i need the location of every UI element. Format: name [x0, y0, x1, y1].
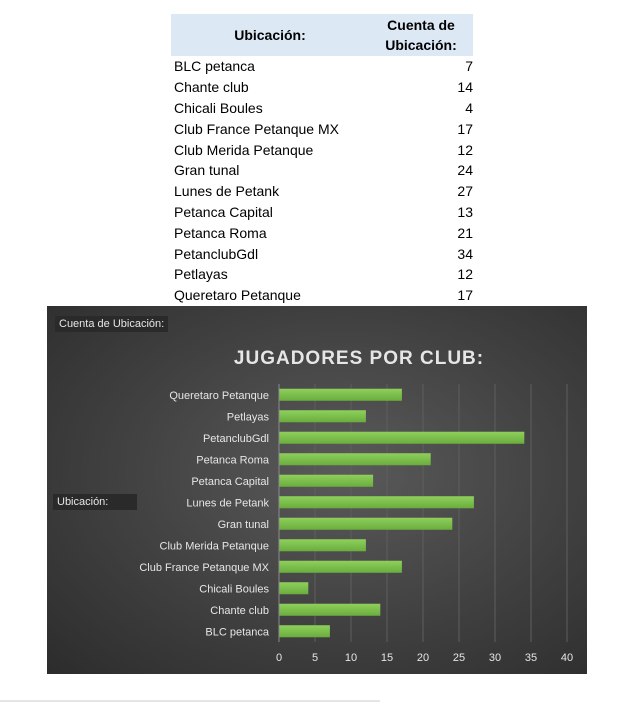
table-row[interactable]: Petlayas 12 — [171, 264, 473, 285]
table-row[interactable]: Gran tunal 24 — [171, 160, 473, 181]
table-row[interactable]: Club France Petanque MX 17 — [171, 118, 473, 139]
bar-chart[interactable]: Cuenta de Ubicación: Ubicación: JUGADORE… — [47, 306, 587, 674]
x-tick-label: 35 — [525, 652, 537, 664]
bar — [279, 474, 374, 487]
row-count: 34 — [457, 245, 473, 262]
x-tick-label: 40 — [561, 652, 573, 664]
row-count: 27 — [457, 183, 473, 200]
row-location: Petanca Capital — [174, 203, 273, 220]
row-location: Queretaro Petanque — [174, 287, 301, 304]
row-count: 17 — [457, 287, 473, 304]
bar — [279, 517, 453, 530]
table-row[interactable]: Petanca Capital 13 — [171, 202, 473, 223]
x-tick-label: 5 — [312, 652, 318, 664]
row-location: Club Merida Petanque — [174, 141, 314, 158]
x-tick-label: 0 — [276, 652, 282, 664]
table-row[interactable]: Petanca Roma 21 — [171, 222, 473, 243]
row-location: PetanclubGdl — [174, 245, 259, 262]
bar — [279, 539, 366, 552]
x-tick-label: 25 — [453, 652, 465, 664]
category-label: Club Merida Petanque — [160, 540, 269, 552]
row-location: Lunes de Petank — [174, 183, 280, 200]
pivot-table: Ubicación: Cuenta de Ubicación: BLC peta… — [171, 14, 473, 306]
row-count: 4 — [465, 99, 473, 116]
table-row[interactable]: Lunes de Petank 27 — [171, 181, 473, 202]
table-row[interactable]: Chante club 14 — [171, 77, 473, 98]
axis-field-tag[interactable]: Ubicación: — [53, 494, 137, 510]
bar — [279, 625, 330, 638]
row-location: BLC petanca — [174, 58, 255, 75]
bar — [279, 431, 525, 444]
row-location: Club France Petanque MX — [174, 120, 339, 137]
table-row[interactable]: BLC petanca 7 — [171, 56, 473, 77]
header-count[interactable]: Cuenta de Ubicación: — [385, 17, 457, 53]
row-count: 7 — [465, 58, 473, 75]
category-label: Chante club — [210, 605, 269, 617]
bar — [279, 603, 381, 616]
category-label: Petlayas — [227, 411, 270, 423]
row-count: 13 — [457, 203, 473, 220]
chart-title: JUGADORES POR CLUB: — [234, 348, 484, 369]
x-tick-label: 15 — [381, 652, 393, 664]
bar — [279, 453, 431, 466]
x-tick-label: 10 — [345, 652, 357, 664]
x-tick-label: 20 — [417, 652, 429, 664]
table-body: BLC petanca 7 Chante club 14 Chicali Boules 4… — [171, 56, 473, 306]
row-location: Gran tunal — [174, 162, 240, 179]
category-label: Petanca Capital — [191, 476, 269, 488]
row-location: Chante club — [174, 79, 249, 96]
category-label: Chicali Boules — [199, 583, 269, 595]
row-location: Chicali Boules — [174, 99, 263, 116]
row-count: 14 — [457, 79, 473, 96]
category-label: PetanclubGdl — [203, 433, 269, 445]
chart-plot: JUGADORES POR CLUB: 0 5 10 15 20 25 30 35 40 BLC p… — [139, 348, 573, 664]
values-field-tag[interactable]: Cuenta de Ubicación: — [55, 316, 169, 332]
table-row[interactable]: Club Merida Petanque 12 — [171, 139, 473, 160]
row-count: 17 — [457, 120, 473, 137]
bar — [279, 582, 309, 595]
category-label: Gran tunal — [218, 519, 269, 531]
bar — [279, 560, 402, 573]
bar — [279, 410, 366, 423]
category-label: Queretaro Petanque — [169, 390, 269, 402]
row-location: Petlayas — [174, 266, 228, 283]
category-label: Lunes de Petank — [186, 497, 269, 509]
row-count: 12 — [457, 141, 473, 158]
bar — [279, 388, 402, 401]
category-label: BLC petanca — [205, 626, 269, 638]
row-count: 24 — [457, 162, 473, 179]
header-location[interactable]: Ubicación: — [234, 27, 306, 43]
category-label: Petanca Roma — [196, 454, 270, 466]
table-row[interactable]: PetanclubGdl 34 — [171, 243, 473, 264]
row-count: 12 — [457, 266, 473, 283]
table-row[interactable]: Queretaro Petanque 17 — [171, 285, 473, 306]
category-label: Club France Petanque MX — [139, 562, 269, 574]
divider — [0, 700, 380, 702]
row-location: Petanca Roma — [174, 224, 267, 241]
x-tick-label: 30 — [489, 652, 501, 664]
row-count: 21 — [457, 224, 473, 241]
bar — [279, 496, 474, 509]
table-row[interactable]: Chicali Boules 4 — [171, 98, 473, 119]
table-header: Ubicación: Cuenta de Ubicación: — [171, 14, 473, 56]
